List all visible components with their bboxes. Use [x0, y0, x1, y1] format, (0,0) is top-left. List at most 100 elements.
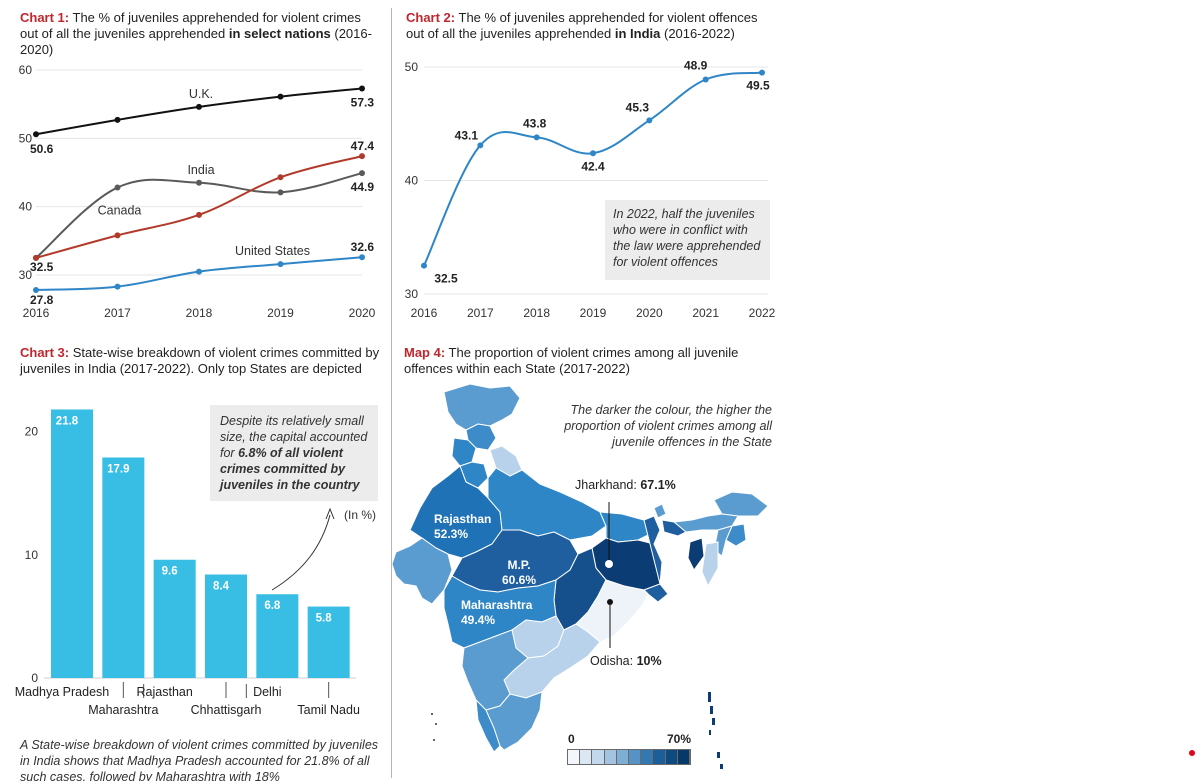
chart1-value-label: 57.3	[351, 95, 375, 109]
chart2-annotation: In 2022, half the juveniles who were in …	[605, 200, 770, 280]
chart3-annotation: Despite its relatively small size, the c…	[210, 405, 378, 501]
map-scale-swatch	[665, 750, 678, 764]
chart2-ytick-label: 30	[405, 287, 419, 301]
chart1-point	[33, 254, 39, 261]
chart2-xtick-label: 2021	[692, 306, 719, 320]
map-label-rajasthan-value: 52.3%	[434, 527, 469, 541]
chart2-ytick-label: 40	[405, 174, 419, 188]
chart1-title-lead: Chart 1:	[20, 10, 70, 25]
map-label-mp: M.P. 60.6%	[502, 558, 536, 588]
map-region-sikkim	[653, 503, 667, 519]
chart2-xtick-label: 2020	[636, 306, 663, 320]
chart1-title: Chart 1: The % of juveniles apprehended …	[20, 10, 380, 58]
chart2-point	[477, 142, 484, 149]
map-scale-swatch	[641, 750, 654, 764]
chart2-xtick-label: 2019	[580, 306, 607, 320]
chart3-annotation-bold: 6.8% of all violent crimes committed by …	[220, 446, 360, 492]
chart3-bar	[307, 606, 350, 678]
map-region-mizoram	[701, 541, 719, 588]
chart1-series-name: U.K.	[189, 87, 213, 101]
chart3-title-text: State-wise breakdown of violent crimes c…	[20, 345, 380, 376]
map-scale-swatch	[580, 750, 593, 764]
map-label-jharkhand: Jharkhand: 67.1%	[575, 478, 676, 492]
map-scale-swatch	[653, 750, 666, 764]
chart2-value-label: 43.8	[523, 116, 547, 130]
chart1-point	[359, 153, 365, 160]
chart1-xtick-label: 2016	[23, 306, 50, 320]
chart1-point	[33, 131, 39, 138]
chart2-value-label: 48.9	[684, 58, 708, 72]
chart2-point	[702, 76, 709, 83]
map-region-meghalaya	[661, 519, 687, 537]
chart2-point	[759, 69, 765, 76]
chart2-xtick-label: 2018	[523, 306, 550, 320]
map4-title-lead: Map 4:	[404, 345, 446, 360]
chart1-series-name: India	[187, 163, 214, 177]
chart2-title-end: (2016-2022)	[660, 26, 735, 41]
chart1-point	[114, 232, 121, 239]
map-scale-swatch	[592, 750, 605, 764]
chart3-category-label: Chhattisgarh	[191, 703, 262, 717]
odisha-marker	[607, 599, 613, 605]
chart3-value-label: 6.8	[264, 600, 281, 612]
map-label-odisha-name: Odisha:	[590, 654, 637, 668]
chart1-value-label: 32.5	[30, 260, 54, 274]
chart1-value-label: 27.8	[30, 293, 54, 307]
chart1-title-bold: in select nations	[228, 26, 331, 41]
chart1-ytick-label: 50	[19, 131, 33, 145]
map-scale-min-label: 0	[568, 732, 575, 746]
chart1-point	[114, 283, 121, 290]
chart1-value-label: 50.6	[30, 142, 54, 156]
map-scale-max-label: 70%	[667, 732, 692, 746]
india-map	[392, 383, 769, 769]
chart2-value-label: 45.3	[626, 100, 650, 114]
chart2-value-label: 49.5	[746, 79, 770, 93]
chart2-point	[533, 134, 540, 141]
chart2-point	[590, 150, 596, 157]
chart2-title-lead: Chart 2:	[406, 10, 456, 25]
panel-divider	[391, 8, 392, 778]
chart2-title-bold: in India	[614, 26, 661, 41]
chart1-ytick-label: 30	[19, 268, 33, 282]
chart2-xtick-label: 2022	[749, 306, 776, 320]
chart1-xtick-label: 2020	[349, 306, 376, 320]
chart1-ytick-label: 40	[19, 200, 33, 214]
chart2-value-label: 43.1	[455, 128, 479, 142]
chart3-bar	[51, 409, 93, 678]
map-label-jharkhand-value: 67.1%	[640, 478, 676, 492]
chart3-value-label: 21.8	[56, 415, 79, 427]
chart3-title: Chart 3: State-wise breakdown of violent…	[20, 345, 385, 377]
map-region-arunachal	[713, 491, 769, 517]
chart1-title-end: (2016-2020)	[20, 26, 372, 57]
chart1-point	[359, 254, 365, 261]
chart3-annotation-arrowhead	[325, 507, 335, 520]
chart2-value-label: 32.5	[434, 272, 458, 286]
chart1-plot: 30 40 50 60 2016 2017 2018 2019 2020 U.K. 57.3 50.6…	[19, 63, 376, 320]
chart3-ytick-label: 0	[31, 671, 38, 685]
chart2-title-text: The % of juveniles apprehended for viole…	[406, 10, 758, 41]
chart2-point	[646, 117, 653, 124]
chart3-plot: 0 10 20 21.8 Madhya Pradesh 17.9 Maharashtra 9.…	[15, 409, 376, 717]
chart2-plot: 30 40 50 2016 2017 2018 2019 2020 2021 2022 32.5 43…	[405, 58, 776, 320]
chart3-category-label: Madhya Pradesh	[15, 685, 110, 699]
map-label-maharashtra: Maharashtra 49.4%	[461, 598, 532, 628]
map-region-karnataka	[461, 629, 529, 711]
page-corner-dot	[1189, 750, 1195, 756]
chart1-point	[277, 189, 284, 196]
map4-title-text: The proportion of violent crimes among a…	[404, 345, 739, 376]
chart3-category-label: Tamil Nadu	[297, 703, 360, 717]
chart3-caption: A State-wise breakdown of violent crimes…	[20, 738, 379, 781]
map-region-jk	[443, 383, 521, 431]
chart3-value-label: 17.9	[107, 464, 129, 476]
map4-legend-note: The darker the colour, the higher the pr…	[564, 403, 772, 449]
chart1-series-name: United States	[235, 244, 310, 258]
map-label-odisha: Odisha: 10%	[590, 654, 662, 668]
chart2-xtick-label: 2017	[467, 306, 494, 320]
chart3-ytick-label: 20	[25, 425, 39, 439]
map-region-assam	[672, 513, 739, 533]
chart3-value-label: 5.8	[316, 613, 333, 625]
map-scale-swatch	[604, 750, 617, 764]
chart1-point	[196, 179, 202, 186]
chart1-value-label: 47.4	[351, 139, 375, 153]
map-andaman-islands	[708, 692, 723, 769]
